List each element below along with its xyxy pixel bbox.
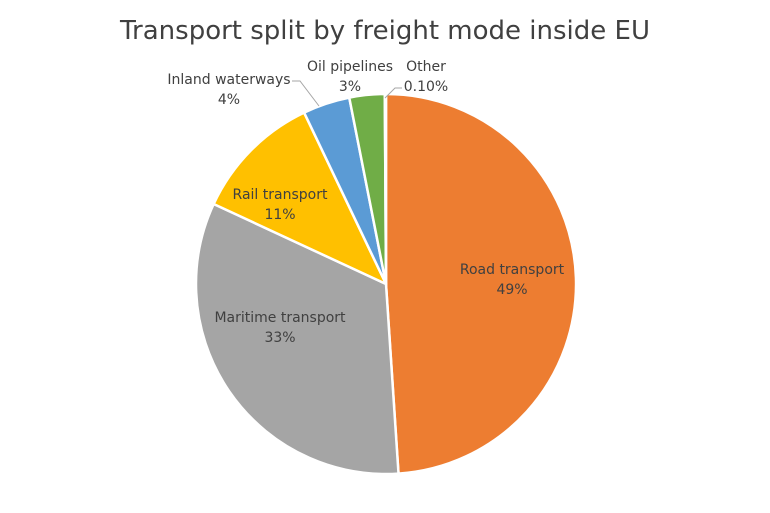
- pie-slice-road-transport: [384, 92, 578, 475]
- slice-value-label-maritime-transport: 33%: [264, 330, 295, 346]
- slice-value-label-road-transport: 49%: [496, 282, 527, 298]
- slice-value-label-inland-waterways: 4%: [218, 92, 240, 108]
- slice-label-road-transport: Road transport: [460, 262, 565, 278]
- leader-line-other: [384, 87, 402, 99]
- pie-slice-other: [383, 92, 388, 286]
- slice-label-oil-pipelines: Oil pipelines: [307, 59, 393, 75]
- slice-label-maritime-transport: Maritime transport: [214, 310, 346, 326]
- chart-title: Transport split by freight mode inside E…: [119, 16, 650, 46]
- leader-line-inland-waterways: [292, 80, 320, 107]
- slice-value-label-oil-pipelines: 3%: [339, 79, 361, 95]
- pie-slice-rail-transport: [212, 111, 388, 286]
- slice-value-label-rail-transport: 11%: [264, 207, 295, 223]
- slice-label-inland-waterways: Inland waterways: [167, 72, 290, 88]
- slice-label-rail-transport: Rail transport: [233, 187, 328, 203]
- slice-value-label-other: 0.10%: [404, 79, 448, 95]
- pie-slice-maritime-transport: [194, 202, 400, 476]
- slice-label-other: Other: [406, 59, 446, 75]
